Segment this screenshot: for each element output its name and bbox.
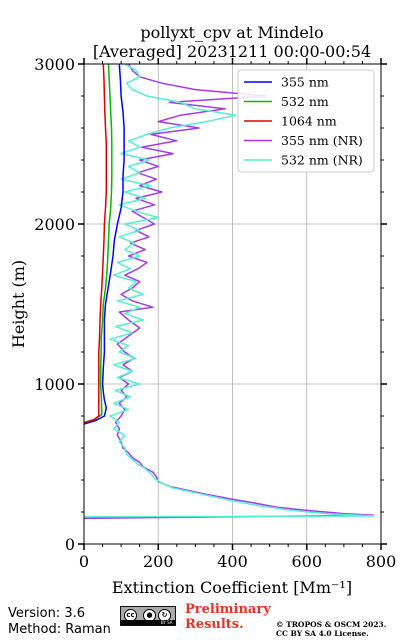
legend-label-4: 532 nm (NR): [281, 153, 363, 168]
x-tick-label: 200: [143, 552, 174, 571]
series-line-3: [83, 63, 375, 520]
series-line-1: [83, 63, 113, 424]
y-tick-label: 2000: [34, 215, 75, 234]
by-icon: ●: [143, 609, 156, 622]
legend-label-1: 532 nm: [281, 94, 329, 109]
legend-box: [237, 69, 375, 173]
copyright-notice: © TROPOS & OSCM 2023. CC BY SA 4.0 Licen…: [276, 620, 386, 638]
y-tick-label: 1000: [34, 375, 75, 394]
series-line-4: [83, 63, 375, 518]
series-line-0: [83, 63, 125, 425]
cc-strip: BY SA: [121, 620, 175, 625]
x-axis-label: Extinction Coefficient [Mm⁻¹]: [112, 578, 352, 597]
preliminary-line2: Results.: [185, 617, 244, 632]
preliminary-line1: Preliminary: [185, 602, 271, 617]
footer-info: Version: 3.6 Method: Raman: [8, 606, 111, 638]
legend-label-2: 1064 nm: [281, 114, 337, 129]
legend-label-3: 355 nm (NR): [281, 133, 363, 148]
chart-title-line1: pollyxt_cpv at Mindelo: [140, 23, 323, 42]
x-tick-label: 800: [366, 552, 397, 571]
legend-label-0: 355 nm: [281, 75, 329, 90]
series-line-2: [83, 63, 108, 424]
x-tick-label: 600: [291, 552, 322, 571]
chart-title-line2: [Averaged] 20231211 00:00-00:54: [93, 42, 371, 61]
series-lines: [83, 63, 375, 520]
legend: 355 nm 532 nm 1064 nm 355 nm (NR) 532 nm (NR…: [237, 69, 375, 173]
x-tick-label: 0: [79, 552, 89, 571]
y-tick-label: 3000: [34, 55, 75, 74]
axis-ticks: 0 200 400 600 800 0 1000 2000 3000: [34, 55, 396, 571]
method-text: Method: Raman: [8, 622, 111, 637]
y-axis-label: Height (m): [9, 260, 28, 348]
preliminary-notice: Preliminary Results.: [185, 602, 271, 632]
y-tick-label: 0: [65, 535, 75, 554]
copyright-line2: CC BY SA 4.0 License.: [276, 629, 369, 638]
copyright-line1: © TROPOS & OSCM 2023.: [276, 620, 387, 629]
chart: pollyxt_cpv at Mindelo [Averaged] 202312…: [9, 23, 396, 597]
version-text: Version: 3.6: [8, 606, 85, 621]
x-tick-label: 400: [217, 552, 248, 571]
cc-license-logo: cc ● ↻ BY SA: [120, 606, 176, 626]
